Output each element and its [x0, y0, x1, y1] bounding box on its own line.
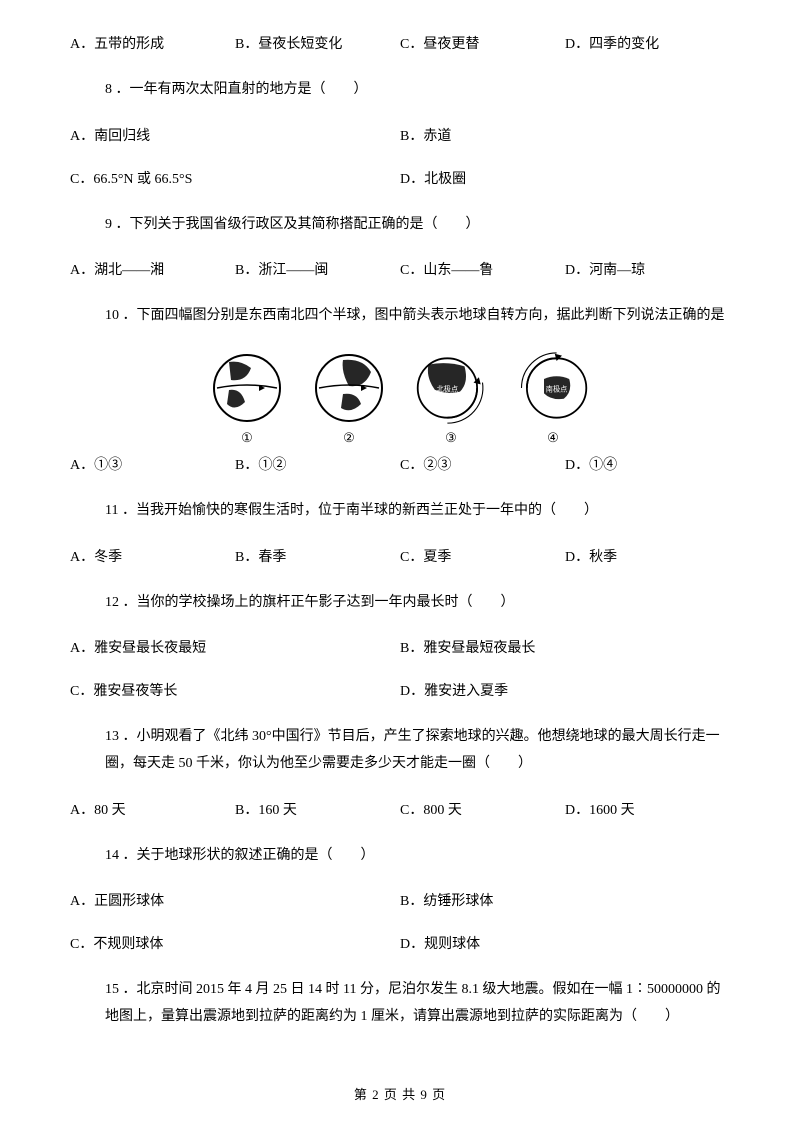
q10-opt-d: D．①④ [565, 455, 730, 476]
q7-opt-d: D．四季的变化 [565, 34, 730, 55]
q8-opt-c: C．66.5°N 或 66.5°S [70, 169, 400, 190]
q11-opt-b: B．春季 [235, 547, 400, 568]
q14-opt-a: A．正圆形球体 [70, 891, 400, 912]
q14-options-row1: A．正圆形球体 B．纺锤形球体 [70, 891, 730, 912]
q13-opt-d: D．1600 天 [565, 800, 730, 821]
q7-opt-c: C．昼夜更替 [400, 34, 565, 55]
q14-text: 14 ．关于地球形状的叙述正确的是（ ） [70, 843, 730, 870]
globe-icon-1 [211, 352, 283, 424]
globe-icon-3: 北极点 [415, 352, 487, 424]
globe-label-3: ③ [445, 428, 457, 448]
globe-label-1: ① [241, 428, 253, 448]
q12-text: 12 ．当你的学校操场上的旗杆正午影子达到一年内最长时（ ） [70, 590, 730, 617]
q12-opt-d: D．雅安进入夏季 [400, 681, 730, 702]
q9-opt-d: D．河南—琼 [565, 260, 730, 281]
globe-icon-4: 南极点 [517, 352, 589, 424]
q9-opt-a: A．湖北——湘 [70, 260, 235, 281]
q14-opt-b: B．纺锤形球体 [400, 891, 730, 912]
globe-2: ② [313, 352, 385, 448]
q13-opt-a: A．80 天 [70, 800, 235, 821]
page-footer: 第 2 页 共 9 页 [0, 1085, 800, 1105]
q11-options: A．冬季 B．春季 C．夏季 D．秋季 [70, 547, 730, 568]
globe-label-4: ④ [547, 428, 559, 448]
q11-opt-d: D．秋季 [565, 547, 730, 568]
q8-options-row2: C．66.5°N 或 66.5°S D．北极圈 [70, 169, 730, 190]
globe-1: ① [211, 352, 283, 448]
q14-opt-d: D．规则球体 [400, 934, 730, 955]
svg-text:北极点: 北极点 [437, 384, 459, 393]
q12-options-row1: A．雅安昼最长夜最短 B．雅安昼最短夜最长 [70, 638, 730, 659]
globe-label-2: ② [343, 428, 355, 448]
q9-text: 9 ．下列关于我国省级行政区及其简称搭配正确的是（ ） [70, 212, 730, 239]
q12-opt-b: B．雅安昼最短夜最长 [400, 638, 730, 659]
q13-opt-b: B．160 天 [235, 800, 400, 821]
q9-opt-c: C．山东——鲁 [400, 260, 565, 281]
q7-opt-a: A．五带的形成 [70, 34, 235, 55]
q13-text: 13 ．小明观看了《北纬 30°中国行》节目后，产生了探索地球的兴趣。他想绕地球… [70, 724, 730, 777]
globe-4: 南极点 ④ [517, 352, 589, 448]
q12-options-row2: C．雅安昼夜等长 D．雅安进入夏季 [70, 681, 730, 702]
q8-opt-b: B．赤道 [400, 126, 730, 147]
q15-text: 15 ．北京时间 2015 年 4 月 25 日 14 时 11 分，尼泊尔发生… [70, 977, 730, 1030]
q8-opt-d: D．北极圈 [400, 169, 730, 190]
q13-opt-c: C．800 天 [400, 800, 565, 821]
q7-opt-b: B．昼夜长短变化 [235, 34, 400, 55]
q13-options: A．80 天 B．160 天 C．800 天 D．1600 天 [70, 800, 730, 821]
q10-opt-b: B．①② [235, 455, 400, 476]
q11-opt-c: C．夏季 [400, 547, 565, 568]
q10-text: 10 ．下面四幅图分别是东西南北四个半球，图中箭头表示地球自转方向，据此判断下列… [70, 303, 730, 330]
q11-opt-a: A．冬季 [70, 547, 235, 568]
q7-options: A．五带的形成 B．昼夜长短变化 C．昼夜更替 D．四季的变化 [70, 34, 730, 55]
q9-options: A．湖北——湘 B．浙江——闽 C．山东——鲁 D．河南—琼 [70, 260, 730, 281]
q10-options: A．①③ B．①② C．②③ D．①④ [70, 455, 730, 476]
q10-opt-a: A．①③ [70, 455, 235, 476]
q12-opt-c: C．雅安昼夜等长 [70, 681, 400, 702]
svg-text:南极点: 南极点 [546, 384, 568, 393]
q10-figure: ① ② 北极点 ③ 南极点 ④ [70, 352, 730, 448]
q9-opt-b: B．浙江——闽 [235, 260, 400, 281]
globe-3: 北极点 ③ [415, 352, 487, 448]
q12-opt-a: A．雅安昼最长夜最短 [70, 638, 400, 659]
q8-opt-a: A．南回归线 [70, 126, 400, 147]
q11-text: 11 ．当我开始愉快的寒假生活时，位于南半球的新西兰正处于一年中的（ ） [70, 498, 730, 525]
globe-icon-2 [313, 352, 385, 424]
q10-opt-c: C．②③ [400, 455, 565, 476]
q8-text: 8 ．一年有两次太阳直射的地方是（ ） [70, 77, 730, 104]
q14-options-row2: C．不规则球体 D．规则球体 [70, 934, 730, 955]
q8-options-row1: A．南回归线 B．赤道 [70, 126, 730, 147]
q14-opt-c: C．不规则球体 [70, 934, 400, 955]
